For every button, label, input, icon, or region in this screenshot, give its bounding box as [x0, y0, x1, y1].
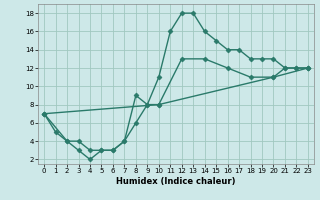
X-axis label: Humidex (Indice chaleur): Humidex (Indice chaleur) [116, 177, 236, 186]
